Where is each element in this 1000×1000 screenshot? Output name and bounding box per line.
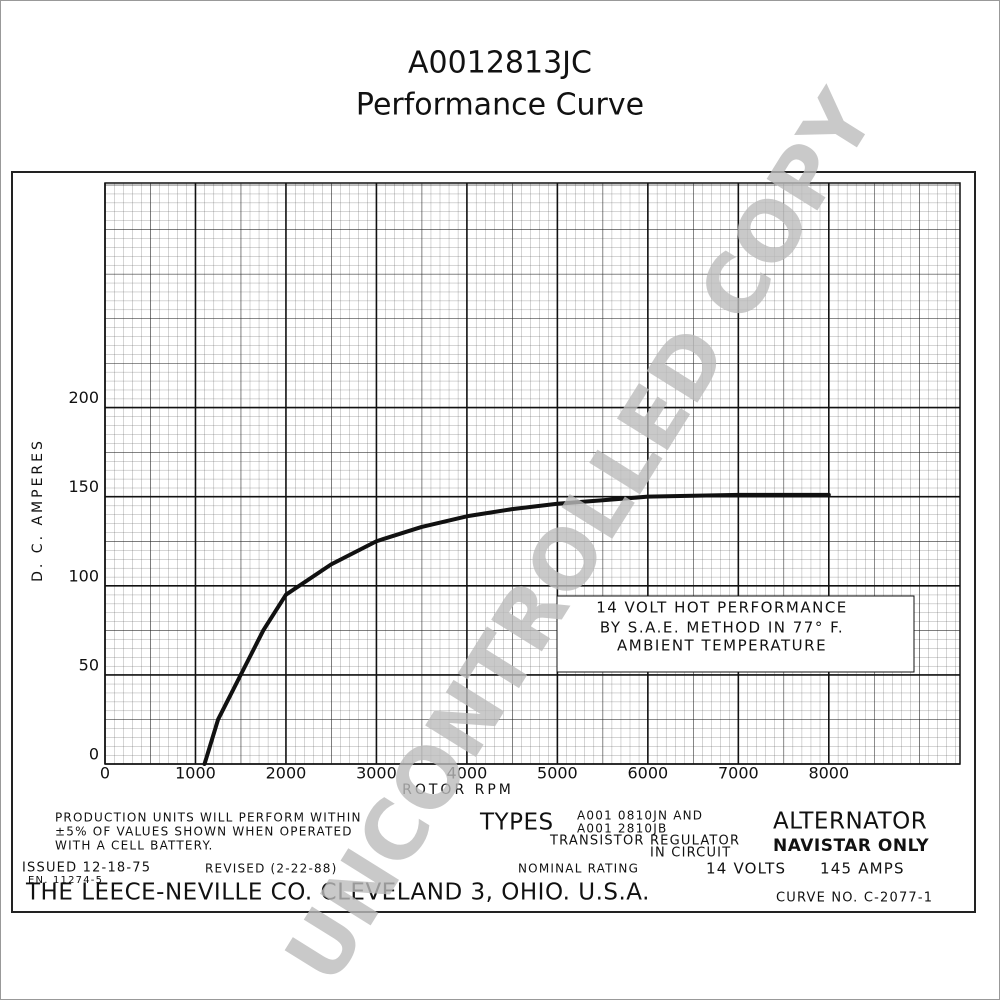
x-tick-label: 6000 (627, 764, 668, 783)
footer-note: ALTERNATOR (773, 809, 927, 835)
x-tick-label: 2000 (266, 764, 307, 783)
footer-note: REVISED (2-22-88) (205, 862, 338, 876)
y-axis-label: D. C. AMPERES (30, 438, 46, 582)
x-axis-label: ROTOR RPM (402, 782, 514, 798)
x-tick-label: 1000 (175, 764, 216, 783)
footer-note: NOMINAL RATING (518, 862, 639, 876)
footer-note: ±5% OF VALUES SHOWN WHEN OPERATED (55, 825, 353, 839)
footer-note: ISSUED 12-18-75 (22, 861, 151, 876)
footer-note: PRODUCTION UNITS WILL PERFORM WITHIN (55, 811, 362, 825)
footer-note: 14 VOLTS (706, 860, 786, 878)
footer-note: WITH A CELL BATTERY. (55, 839, 214, 853)
footer-note: THE LEECE-NEVILLE CO. CLEVELAND 3, OHIO.… (25, 880, 650, 906)
x-tick-label: 3000 (356, 764, 397, 783)
data-line (202, 492, 831, 766)
x-tick-label: 0 (100, 764, 110, 783)
chart-subtitle: Performance Curve (356, 88, 644, 123)
x-tick-label: 7000 (718, 764, 759, 783)
y-tick-label: 150 (68, 477, 99, 496)
footer-note: TRANSISTOR REGULATOR (549, 834, 740, 849)
y-tick-label: 100 (68, 566, 99, 585)
footer-note: EN. 11274-5 (28, 875, 103, 886)
sheet-frame (11, 171, 976, 913)
chart-title: A0012813JC (408, 46, 592, 81)
footer-note: NAVISTAR ONLY (773, 836, 929, 856)
x-tick-label: 5000 (537, 764, 578, 783)
annotation-text: 14 VOLT HOT PERFORMANCE (596, 599, 848, 617)
y-tick-label: 0 (89, 745, 99, 764)
x-tick-label: 4000 (447, 764, 488, 783)
annotation-text: AMBIENT TEMPERATURE (617, 637, 827, 655)
footer-note: TYPES (479, 810, 554, 836)
y-tick-label: 50 (79, 655, 99, 674)
annotation-text: BY S.A.E. METHOD IN 77° F. (600, 619, 844, 637)
x-tick-label: 8000 (808, 764, 849, 783)
footer-note: CURVE NO. C-2077-1 (776, 891, 933, 906)
footer-note: A001 0810JN AND (577, 809, 703, 823)
footer-note: 145 AMPS (820, 860, 905, 878)
footer-note: A001 2810JB (577, 822, 667, 836)
y-tick-label: 200 (68, 388, 99, 407)
annotation-box (556, 595, 915, 673)
footer-note: IN CIRCUIT (650, 846, 731, 861)
